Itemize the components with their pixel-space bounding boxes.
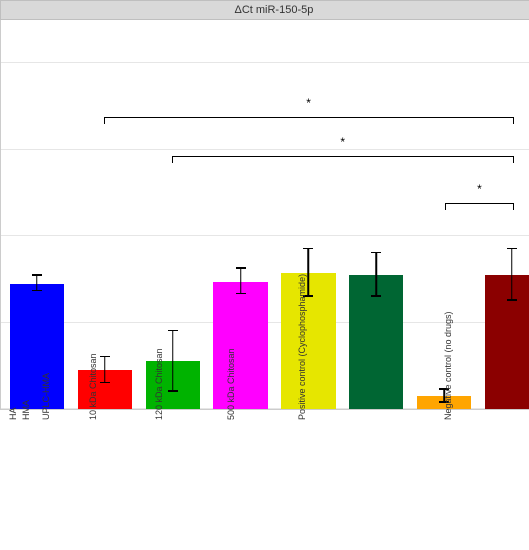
bar-slot <box>3 20 71 409</box>
panel-title: ΔCt miR-150-5p <box>0 0 529 20</box>
x-axis-labels: HAHMAUPLC-HMA10 kDa Chitosan120 kDa Chit… <box>0 410 529 550</box>
bar-ha <box>10 284 64 409</box>
bar-neg <box>485 275 529 409</box>
bar-slot <box>71 20 139 409</box>
significance-star: * <box>477 182 482 196</box>
error-bar <box>375 253 377 296</box>
error-cap <box>507 248 517 250</box>
error-cap <box>507 299 517 301</box>
x-label: UPLC-HMA <box>35 410 82 550</box>
significance-bracket <box>172 156 514 163</box>
error-cap <box>100 382 110 384</box>
error-cap <box>100 356 110 358</box>
error-bar <box>240 269 242 295</box>
figure-container: 02468 ΔCt miR-150-5p***HAHMAUPLC-HMA10 k… <box>0 0 529 550</box>
x-label: 10 kDa Chitosan <box>82 410 149 550</box>
x-label: Positive control (Cyclophosphamide) <box>291 410 437 550</box>
error-cap <box>236 293 246 295</box>
error-cap <box>236 267 246 269</box>
panel: ΔCt miR-150-5p * * * HAHMAUPLC-HMA10 kDa Chi… <box>0 0 529 550</box>
bar-c10 <box>213 282 267 410</box>
error-bar <box>511 249 513 301</box>
x-label: 500 kDa Chitosan <box>220 410 292 550</box>
bar-slot <box>274 20 342 409</box>
panels-host: ΔCt miR-150-5p * * * HAHMAUPLC-HMA10 kDa Chi… <box>0 0 529 550</box>
error-bar <box>308 249 310 297</box>
significance-star: * <box>340 135 345 149</box>
bar-slot <box>207 20 275 409</box>
x-label: 120 kDa Chitosan <box>148 410 220 550</box>
error-cap <box>168 390 178 392</box>
error-cap <box>371 295 381 297</box>
error-bar <box>104 357 106 383</box>
x-label: HA <box>2 410 15 550</box>
bar-slot <box>478 20 529 409</box>
error-bar <box>172 331 174 392</box>
error-cap <box>32 274 42 276</box>
error-cap <box>168 330 178 332</box>
significance-bracket <box>104 117 514 124</box>
bar-slot <box>342 20 410 409</box>
error-cap <box>32 290 42 292</box>
significance-star: * <box>306 96 311 110</box>
significance-bracket <box>445 203 513 210</box>
x-label: Negative control (no drugs) <box>437 410 529 550</box>
error-cap <box>371 252 381 254</box>
x-label: HMA <box>15 410 35 550</box>
error-cap <box>303 248 313 250</box>
bar-slot <box>139 20 207 409</box>
